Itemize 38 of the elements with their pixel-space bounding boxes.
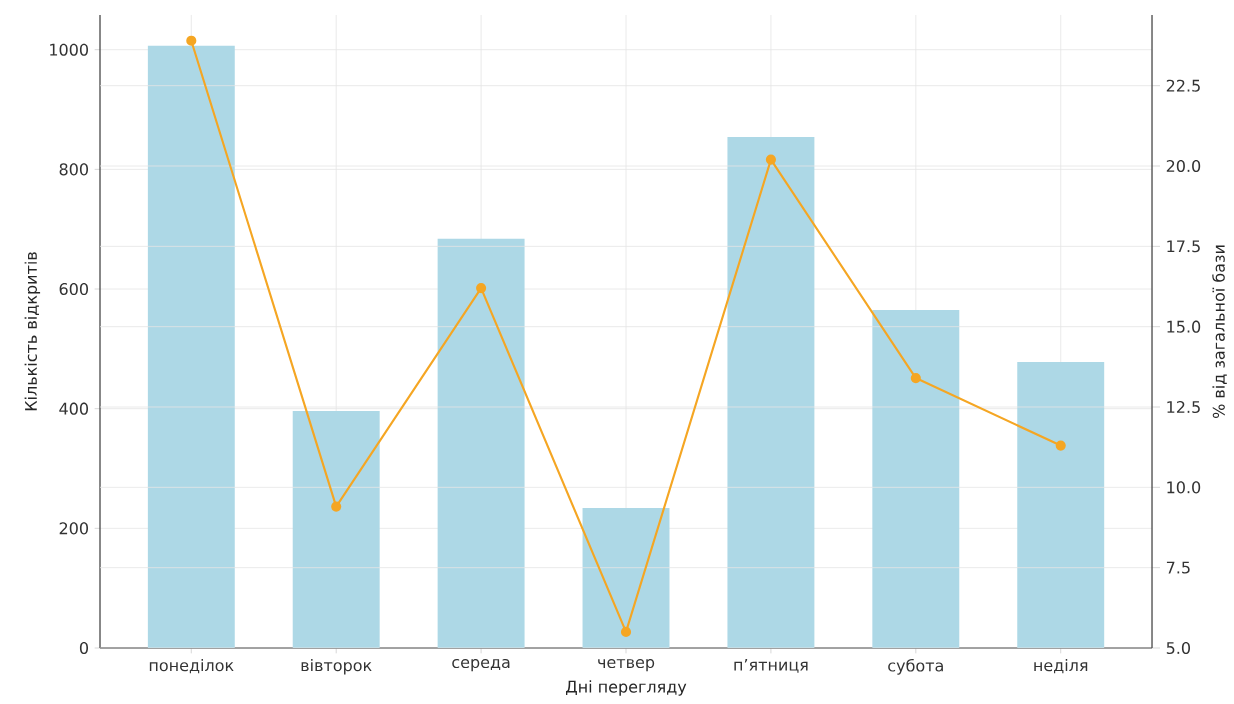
y-tick-label: 200 [59, 522, 88, 535]
x-tick-label: вівторок [301, 658, 372, 675]
bar [147, 45, 235, 648]
x-tick-label: п’ятниця [734, 658, 808, 673]
y2-tick-label: 7.5 [1166, 561, 1190, 574]
x-tick-label: четвер [598, 658, 655, 672]
x-tick-label: понеділок [149, 658, 234, 674]
x-tick-label: середа [452, 658, 510, 672]
x-axis-title: Дні перегляду [566, 680, 687, 696]
y2-tick-label: 15.0 [1167, 320, 1201, 333]
y2-tick-label: 12.5 [1167, 400, 1200, 414]
point [910, 373, 921, 384]
point [765, 154, 776, 165]
point [186, 35, 197, 46]
point [331, 501, 342, 512]
y-tick-label: 400 [59, 402, 88, 415]
bar [727, 137, 815, 648]
y2-tick-label: 10.0 [1167, 481, 1201, 494]
y-axis-title: Кількість відкритів [24, 252, 41, 411]
x-tick-label: неділя [1034, 658, 1088, 674]
x-tick-label: субота [888, 658, 943, 675]
bar [292, 411, 380, 648]
y-tick-label: 0 [79, 641, 89, 655]
y2-tick-label: 22.5 [1166, 79, 1200, 92]
point [620, 626, 632, 638]
y2-tick-label: 20.0 [1166, 159, 1201, 173]
y-tick-label: 800 [59, 163, 88, 176]
bar [582, 508, 670, 648]
y2-tick-label: 17.5 [1167, 240, 1200, 253]
bar [437, 238, 525, 648]
bar [1017, 362, 1105, 648]
bar [872, 309, 960, 648]
y2-tick-label: 5.0 [1166, 641, 1190, 655]
y-tick-label: 600 [59, 282, 88, 296]
y-tick-label: 1000 [50, 43, 88, 56]
y2-axis-title: % від загальної бази [1212, 245, 1227, 419]
point [1055, 440, 1066, 451]
point [476, 283, 487, 294]
